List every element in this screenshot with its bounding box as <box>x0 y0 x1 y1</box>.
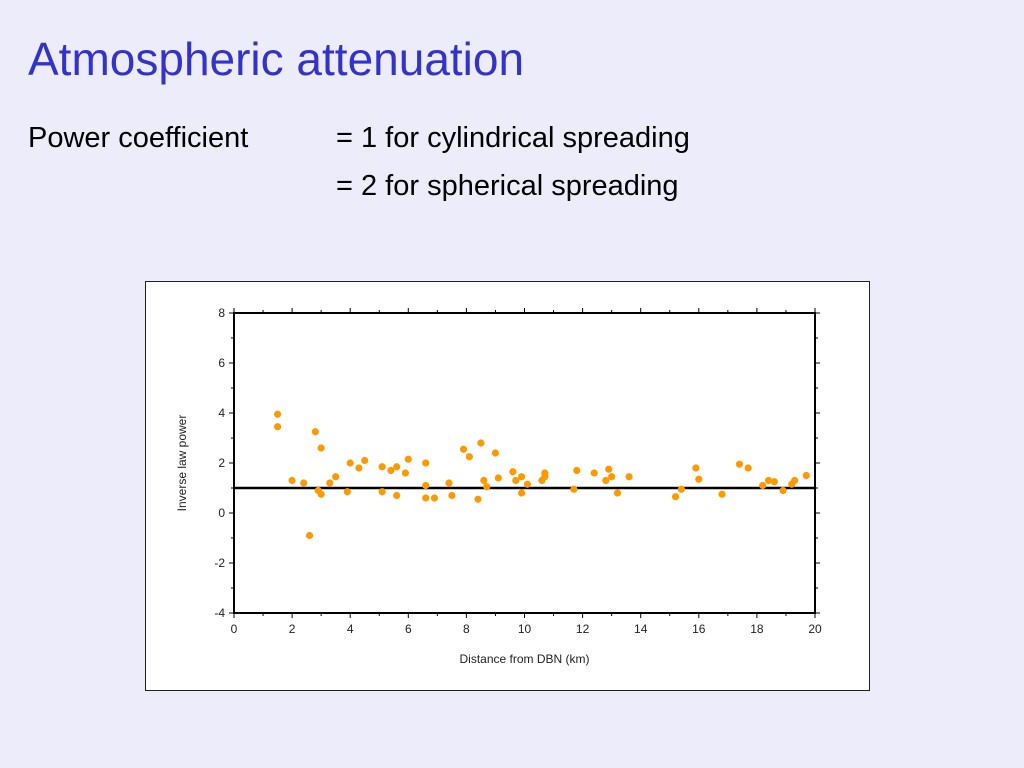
data-point <box>343 488 351 496</box>
data-point <box>671 493 680 501</box>
x-tick-label: 18 <box>750 622 764 636</box>
x-tick-label: 14 <box>634 622 648 636</box>
data-point <box>378 463 386 471</box>
data-point <box>346 459 354 467</box>
data-point <box>677 485 685 493</box>
data-point <box>355 464 363 472</box>
y-axis-label: Inverse law power <box>175 415 189 512</box>
data-point <box>695 475 703 483</box>
x-tick-label: 20 <box>808 622 822 636</box>
data-point <box>494 474 502 482</box>
x-tick-label: 4 <box>347 622 354 636</box>
data-point <box>401 469 409 477</box>
data-point <box>517 473 526 481</box>
data-point <box>480 476 488 485</box>
data-point <box>332 473 340 481</box>
data-point <box>273 410 282 418</box>
data-point <box>605 465 613 473</box>
data-point <box>541 473 549 481</box>
data-point <box>317 490 325 498</box>
x-tick-label: 0 <box>231 622 238 636</box>
data-point <box>422 459 430 467</box>
data-point <box>523 480 532 488</box>
data-point <box>491 449 500 457</box>
data-point <box>770 478 778 486</box>
data-point <box>590 469 598 477</box>
data-point <box>445 479 453 487</box>
plot-frame <box>233 312 816 614</box>
cylindrical-spreading-text: = 1 for cylindrical spreading <box>336 122 690 154</box>
power-coefficient-label: Power coefficient <box>28 122 249 154</box>
data-point <box>311 428 319 436</box>
data-point <box>288 476 296 485</box>
x-tick-label: 2 <box>289 622 296 636</box>
data-point <box>387 466 395 475</box>
plot-area: 0 2 4 6 8 10 12 14 16 18 20 -4 -2 0 2 4 6 8 <box>214 306 822 636</box>
data-point <box>465 453 473 461</box>
data-point <box>326 479 334 487</box>
data-point <box>404 455 412 463</box>
data-point <box>477 439 485 447</box>
data-point <box>509 468 517 476</box>
data-point <box>317 444 325 452</box>
data-point <box>393 491 401 500</box>
data-point <box>692 464 700 472</box>
data-point <box>512 476 520 485</box>
scatter-chart: 0 2 4 6 8 10 12 14 16 18 20 -4 -2 0 2 4 6 8 Distance from… <box>175 306 822 666</box>
data-point <box>791 476 799 485</box>
data-point <box>570 485 578 493</box>
y-tick-label: 6 <box>218 356 225 370</box>
x-axis-label: Distance from DBN (km) <box>459 652 589 666</box>
y-tick-label: -4 <box>214 606 225 620</box>
chart-panel: 0 2 4 6 8 10 12 14 16 18 20 -4 -2 0 2 4 6 8 Distance from… <box>145 281 870 691</box>
data-point <box>273 423 282 431</box>
data-point <box>517 489 526 497</box>
data-point <box>744 464 752 472</box>
spherical-spreading-text: = 2 for spherical spreading <box>336 170 679 202</box>
data-point <box>300 479 308 487</box>
x-tick-label: 8 <box>463 622 470 636</box>
data-point <box>361 456 369 465</box>
data-point <box>602 476 610 485</box>
data-point <box>393 463 401 471</box>
data-point <box>422 494 430 502</box>
x-tick-label: 12 <box>576 622 590 636</box>
slide-title: Atmospheric attenuation <box>28 33 525 85</box>
data-point <box>305 531 314 540</box>
data-point <box>735 460 744 468</box>
y-tick-label: 2 <box>218 456 225 470</box>
data-point <box>802 471 810 480</box>
y-tick-label: 4 <box>218 406 225 420</box>
data-point <box>483 483 491 491</box>
data-point <box>448 491 456 500</box>
y-tick-label: -2 <box>214 556 225 570</box>
data-point <box>378 488 386 496</box>
data-point <box>613 489 622 497</box>
data-point <box>718 490 726 498</box>
data-point <box>608 473 616 481</box>
data-point <box>625 473 633 481</box>
data-point <box>474 495 482 503</box>
data-point <box>459 445 468 453</box>
data-point <box>779 486 787 495</box>
x-tick-label: 6 <box>405 622 412 636</box>
y-tick-label: 0 <box>218 506 225 520</box>
x-tick-label: 16 <box>692 622 706 636</box>
data-point <box>759 481 767 490</box>
data-point <box>430 494 439 502</box>
y-tick-label: 8 <box>218 306 225 320</box>
x-tick-label: 10 <box>518 622 532 636</box>
data-point <box>764 476 773 485</box>
data-point <box>422 481 430 490</box>
data-point <box>573 466 581 475</box>
